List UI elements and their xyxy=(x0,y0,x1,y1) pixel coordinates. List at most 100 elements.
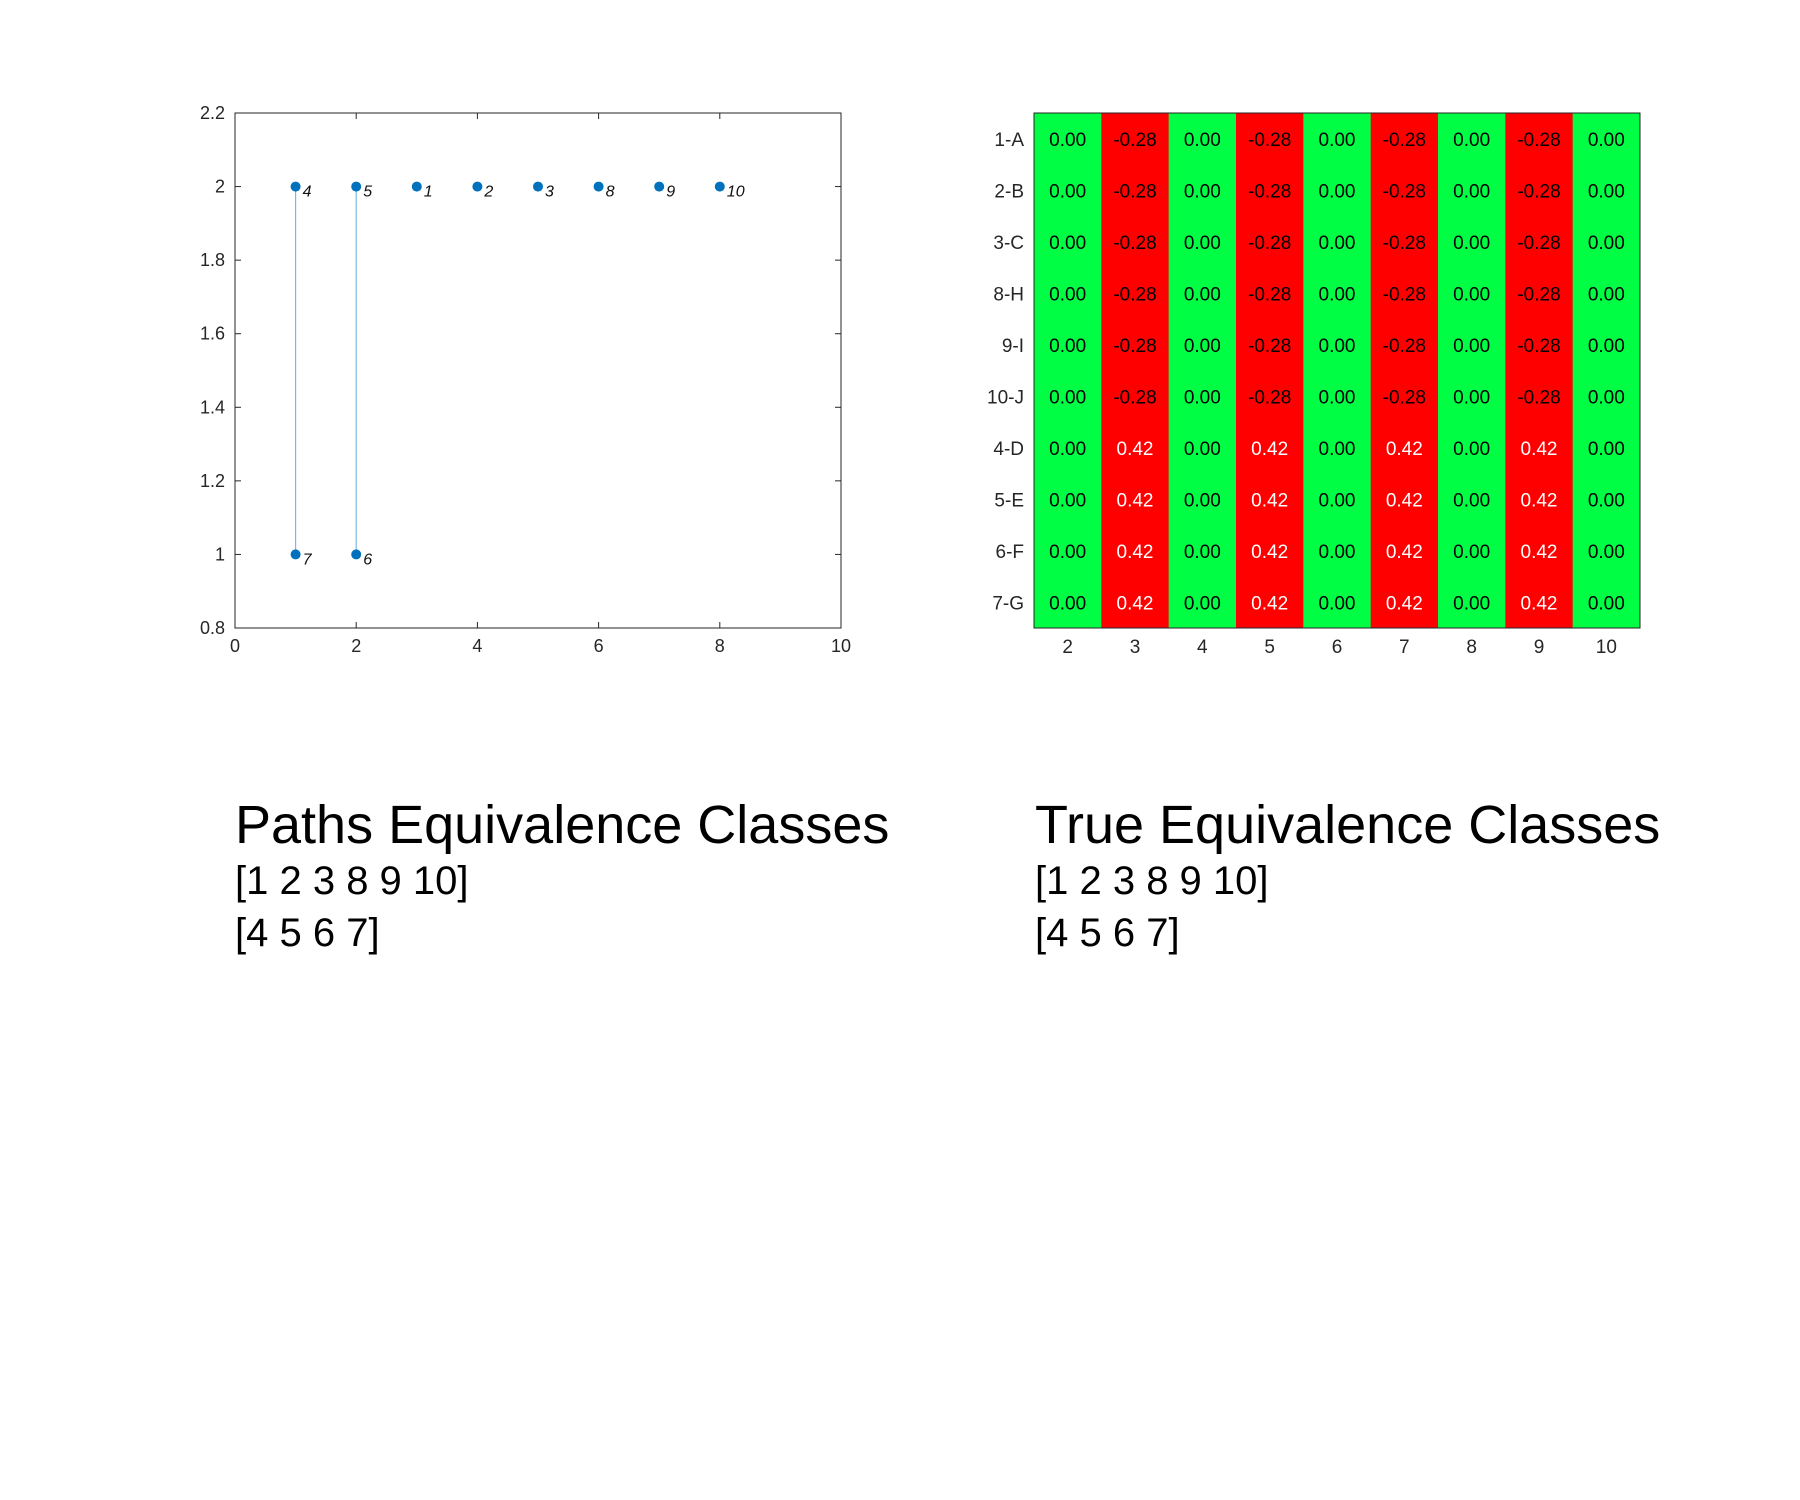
heatmap-cell xyxy=(1370,370,1439,423)
cell-value: 0.00 xyxy=(1049,542,1086,563)
cell-value: 0.00 xyxy=(1049,593,1086,614)
x-tick-label: 10 xyxy=(831,636,851,656)
heatmap-cell xyxy=(1101,422,1170,474)
heatmap-cell xyxy=(1370,473,1439,526)
heatmap-cell xyxy=(1236,473,1304,526)
heatmap-cell xyxy=(1034,576,1102,629)
row-label: 8-H xyxy=(993,284,1024,305)
cell-value: 0.00 xyxy=(1319,542,1356,563)
cell-value: 0.00 xyxy=(1588,490,1625,511)
data-point-5 xyxy=(351,181,362,192)
cell-value: 0.00 xyxy=(1319,284,1356,305)
heatmap-cell xyxy=(1303,525,1372,577)
column-label: 4 xyxy=(1197,637,1208,658)
cell-value: 0.00 xyxy=(1453,233,1490,254)
point-label-9: 9 xyxy=(666,184,675,201)
cell-value: 0.00 xyxy=(1184,439,1221,460)
heatmap-cell xyxy=(1505,216,1574,268)
cell-value: -0.28 xyxy=(1113,181,1156,202)
cell-value: 0.00 xyxy=(1049,233,1086,254)
cell-value: 0.42 xyxy=(1521,542,1558,563)
heatmap-cell xyxy=(1505,113,1574,165)
heatmap-cell xyxy=(1303,422,1372,474)
heatmap-cell xyxy=(1168,576,1237,629)
heatmap-cell xyxy=(1168,525,1237,577)
heatmap-cell xyxy=(1438,164,1506,217)
cell-value: 0.00 xyxy=(1453,387,1490,408)
cell-value: 0.00 xyxy=(1184,336,1221,357)
cell-value: -0.28 xyxy=(1383,130,1426,151)
heatmap-cell xyxy=(1572,319,1641,371)
cell-value: 0.42 xyxy=(1117,593,1154,614)
cell-value: 0.00 xyxy=(1049,490,1086,511)
heatmap-cell xyxy=(1505,576,1574,629)
heatmap-cell xyxy=(1370,319,1439,371)
heatmap-cell xyxy=(1034,473,1102,526)
heatmap-cell xyxy=(1370,216,1439,268)
y-tick-label: 2.2 xyxy=(200,103,225,123)
cell-value: -0.28 xyxy=(1383,284,1426,305)
heatmap-cell xyxy=(1505,473,1574,526)
heatmap-cell xyxy=(1505,370,1574,423)
heatmap-cell xyxy=(1438,525,1506,577)
heatmap-cell xyxy=(1034,164,1102,217)
heatmap-cell xyxy=(1168,319,1237,371)
heatmap-cell xyxy=(1236,164,1304,217)
scatter-chart: 0 2 4 6 8 10 0.8 1 1.2 1.4 1.6 1.8 2 2.2 4 5 1 2 3 8 9 10 7 6 xyxy=(200,103,851,656)
x-tick-label: 4 xyxy=(472,636,482,656)
heatmap-cell xyxy=(1370,164,1439,217)
heatmap-cell xyxy=(1101,267,1170,320)
cell-value: 0.42 xyxy=(1117,439,1154,460)
heatmap-cell xyxy=(1303,113,1372,165)
heatmap-cell xyxy=(1572,267,1641,320)
heatmap-cell xyxy=(1236,525,1304,577)
heatmap-cell xyxy=(1168,422,1237,474)
cell-value: 0.00 xyxy=(1453,130,1490,151)
heatmap-cell xyxy=(1168,113,1237,165)
cell-value: 0.00 xyxy=(1453,439,1490,460)
row-label: 2-B xyxy=(994,181,1024,202)
heatmap-cell xyxy=(1236,422,1304,474)
heatmap-cell xyxy=(1034,113,1102,165)
heatmap-cell xyxy=(1303,164,1372,217)
heatmap-cell xyxy=(1101,113,1170,165)
row-label: 3-C xyxy=(993,233,1024,254)
cell-value: -0.28 xyxy=(1248,130,1291,151)
cell-value: 0.00 xyxy=(1184,542,1221,563)
heatmap-cell xyxy=(1303,576,1372,629)
x-tick-label: 8 xyxy=(715,636,725,656)
cell-value: -0.28 xyxy=(1517,130,1560,151)
cell-value: 0.42 xyxy=(1386,439,1423,460)
cell-value: 0.00 xyxy=(1588,593,1625,614)
cell-value: 0.00 xyxy=(1184,490,1221,511)
cell-value: 0.42 xyxy=(1386,593,1423,614)
point-label-8: 8 xyxy=(606,184,615,201)
heatmap-cell xyxy=(1505,422,1574,474)
heatmap-cell xyxy=(1303,473,1372,526)
heatmap-cell xyxy=(1438,576,1506,629)
cell-value: -0.28 xyxy=(1248,181,1291,202)
cell-value: 0.42 xyxy=(1521,490,1558,511)
cell-value: -0.28 xyxy=(1517,233,1560,254)
y-tick-label: 1.8 xyxy=(200,250,225,270)
heatmap-cell xyxy=(1572,216,1641,268)
row-label: 9-I xyxy=(1002,336,1024,357)
cell-value: -0.28 xyxy=(1383,233,1426,254)
cell-value: 0.42 xyxy=(1386,490,1423,511)
paths-caption-title: Paths Equivalence Classes xyxy=(235,795,890,855)
cell-value: 0.00 xyxy=(1049,130,1086,151)
heatmap-cell xyxy=(1572,576,1641,629)
column-label: 3 xyxy=(1130,637,1141,658)
data-point-3 xyxy=(533,181,543,192)
true-class-2: [4 5 6 7] xyxy=(1035,911,1180,955)
heatmap-cell xyxy=(1370,113,1439,165)
heatmap-cell xyxy=(1370,525,1439,577)
cell-value: 0.00 xyxy=(1453,284,1490,305)
cell-value: 0.00 xyxy=(1319,181,1356,202)
cell-value: -0.28 xyxy=(1248,336,1291,357)
cell-value: 0.00 xyxy=(1319,336,1356,357)
x-tick-label: 2 xyxy=(351,636,361,656)
point-label-2: 2 xyxy=(483,184,493,201)
cell-value: 0.00 xyxy=(1453,490,1490,511)
true-caption: True Equivalence Classes [1 2 3 8 9 10] … xyxy=(1035,795,1660,959)
